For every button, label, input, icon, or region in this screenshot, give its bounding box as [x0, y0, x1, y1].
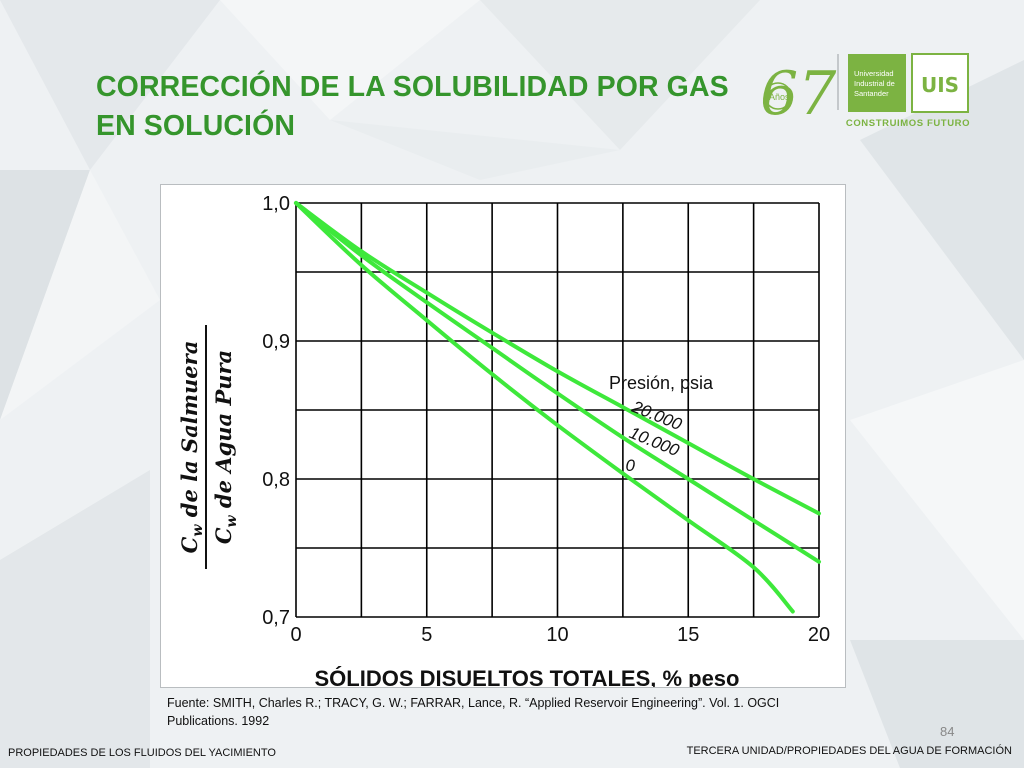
- x-tick-label: 5: [421, 624, 432, 646]
- footer-left: PROPIEDADES DE LOS FLUIDOS DEL YACIMIENT…: [8, 747, 276, 759]
- x-tick-label: 0: [290, 624, 301, 646]
- chart-panel: 1,0 0,9 0,8 0,7 0 5 10 15 20 Presión, psia 20.0…: [160, 184, 846, 688]
- series-line-0: [294, 201, 821, 516]
- footer-right: TERCERA UNIDAD/PROPIEDADES DEL AGUA DE F…: [686, 745, 1012, 757]
- x-axis-label: SÓLIDOS DISUELTOS TOTALES, % peso: [315, 666, 740, 687]
- uis-name-line2: Industrial de: [854, 79, 895, 88]
- grid-lines: [295, 202, 820, 618]
- chart-svg: 1,00,90,80,7 0 5 10 15 20 Presión, psia 20.0…: [177, 193, 830, 687]
- slide-title: CORRECCIÓN DE LA SOLUBILIDAD POR GAS EN …: [96, 68, 736, 146]
- series-line-2: [294, 201, 795, 614]
- x-tick-label: 15: [677, 624, 699, 646]
- page-number: 84: [940, 724, 955, 739]
- uis-mark: UIS: [921, 73, 959, 97]
- y-tick-label: 0,9: [262, 331, 290, 353]
- x-tick-label: 10: [546, 624, 568, 646]
- y-tick-label: 0,8: [262, 469, 290, 491]
- series-line-1: [294, 201, 821, 564]
- anniversary-anos: Años: [769, 92, 790, 102]
- anniversary-number: 67: [760, 59, 837, 129]
- source-line1: Fuente: SMITH, Charles R.; TRACY, G. W.;…: [167, 696, 780, 710]
- uis-mark-box: [911, 53, 969, 113]
- y-tick-labels: 1,0 0,9 0,8 0,7: [262, 193, 290, 629]
- y-axis-label-numerator: Cw de la Salmuera: [177, 341, 206, 554]
- uis-name-line1: Universidad: [854, 69, 894, 78]
- source-citation: Fuente: SMITH, Charles R.; TRACY, G. W.;…: [167, 694, 857, 730]
- logo-tagline: CONSTRUIMOS FUTURO: [846, 118, 970, 129]
- y-axis-label-denominator: Cw de Agua Pura: [211, 350, 240, 544]
- series-lines: [294, 201, 821, 614]
- source-line2: Publications. 1992: [167, 714, 270, 728]
- uis-name-line3: Santander: [854, 89, 889, 98]
- uis-name-box: [848, 54, 906, 112]
- slide-title-line2: EN SOLUCIÓN: [96, 110, 296, 142]
- y-axis-label: Cw de la Salmuera Cw de Agua Pura: [177, 325, 240, 569]
- legend-title: Presión, psia: [609, 373, 714, 393]
- anniversary-circle: [764, 82, 792, 110]
- x-tick-labels: 0 5 10 15 20: [290, 624, 830, 646]
- y-tick-label: 0,7: [262, 607, 290, 629]
- series-label-2: 0: [625, 456, 635, 475]
- y-tick-label: 1,0: [262, 193, 290, 215]
- x-tick-label: 20: [808, 624, 830, 646]
- university-logo: 67 Años Universidad Industrial de Santan…: [760, 53, 970, 129]
- slide-title-line1: CORRECCIÓN DE LA SOLUBILIDAD POR GAS: [96, 71, 729, 103]
